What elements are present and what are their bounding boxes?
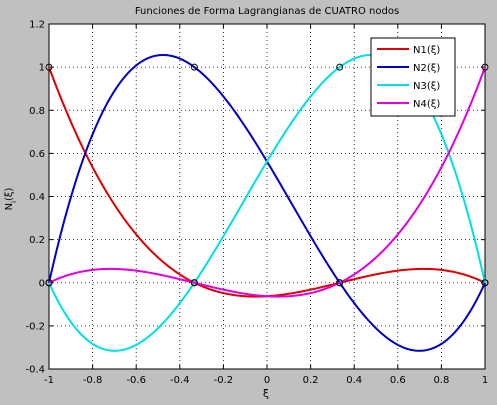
x-tick-label: -0.4 <box>170 375 190 386</box>
x-tick-label: -0.8 <box>83 375 103 386</box>
y-tick-label: 1 <box>39 63 45 74</box>
node-marker <box>190 279 198 287</box>
legend-label: N1(ξ) <box>413 45 440 56</box>
legend-label: N3(ξ) <box>413 81 440 92</box>
y-tick-label: 0.6 <box>29 149 45 160</box>
x-tick-label: 1 <box>482 375 488 386</box>
y-tick-label: -0.2 <box>25 321 45 332</box>
legend-label: N2(ξ) <box>413 63 440 74</box>
y-tick-label: 1.2 <box>29 20 45 31</box>
series-lines <box>48 53 486 352</box>
y-axis-label-rest: (ξ) <box>4 187 15 200</box>
y-tick-label: 0 <box>39 278 45 289</box>
y-axis-label-base: N <box>4 203 15 210</box>
node-marker <box>481 279 489 287</box>
node-marker <box>190 63 198 71</box>
x-axis-label: ξ <box>263 387 269 400</box>
node-marker <box>481 63 489 71</box>
x-tick-label: 0.4 <box>346 375 362 386</box>
y-tick-label: -0.4 <box>25 365 45 376</box>
x-tick-label: 0.2 <box>303 375 319 386</box>
y-tick-label: 0.4 <box>29 192 45 203</box>
legend-label: N4(ξ) <box>413 99 440 110</box>
x-tick-label: 0 <box>264 375 270 386</box>
legend: N1(ξ) N2(ξ) N3(ξ) N4(ξ) <box>370 37 456 117</box>
node-marker <box>45 63 53 71</box>
y-axis-label-subscript: i <box>10 201 18 203</box>
node-marker <box>45 279 53 287</box>
x-tick-label: -1 <box>44 375 54 386</box>
series-line-4 <box>48 66 486 298</box>
y-tick-label: 0.2 <box>29 235 45 246</box>
y-axis-label: Ni(ξ) <box>4 187 18 210</box>
node-markers <box>45 63 489 287</box>
x-tick-label: 0.8 <box>433 375 449 386</box>
y-tick-label: 0.8 <box>29 106 45 117</box>
node-marker <box>336 279 344 287</box>
axis-ticks: -1 -0.8 -0.6 -0.4 -0.2 0 0.2 0.4 0.6 0.8 1 -0.4 -0.2… <box>25 20 488 387</box>
x-tick-label: -0.2 <box>214 375 234 386</box>
node-marker <box>336 63 344 71</box>
grid-lines <box>49 24 485 369</box>
x-tick-label: -0.6 <box>126 375 146 386</box>
x-tick-label: 0.6 <box>390 375 406 386</box>
chart-title: Funciones de Forma Lagrangianas de CUATR… <box>135 6 399 17</box>
